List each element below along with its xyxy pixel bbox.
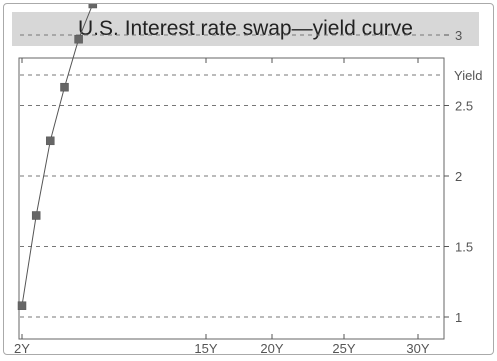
x-tick-label: 30Y (406, 341, 429, 355)
data-point (17, 301, 27, 310)
y-tick-label: 1 (455, 310, 462, 325)
plot-area (18, 57, 445, 340)
yield-curve-line (21, 4, 94, 306)
y-axis-label: Yield (454, 68, 482, 83)
data-point (88, 4, 98, 9)
y-tick-label: 2 (455, 169, 462, 184)
chart-title: U.S. Interest rate swap—yield curve (12, 12, 479, 46)
x-tick-label: 2Y (14, 341, 30, 355)
y-tick-label: 2.5 (455, 99, 473, 114)
x-tick-label: 25Y (332, 341, 355, 355)
x-tick-label: 20Y (260, 341, 283, 355)
data-point (31, 211, 41, 220)
data-point (60, 82, 69, 92)
data-point (74, 34, 83, 44)
y-tick-label: 3 (455, 28, 462, 43)
yield-curve-chart: 11.522.533.54Yield2Y15Y20Y25Y30Y (14, 4, 482, 355)
y-tick-label: 1.5 (455, 240, 473, 255)
chart-frame: U.S. Interest rate swap—yield curve 1 1.5… (3, 3, 494, 355)
data-point (46, 136, 55, 146)
x-tick-label: 15Y (194, 341, 217, 355)
